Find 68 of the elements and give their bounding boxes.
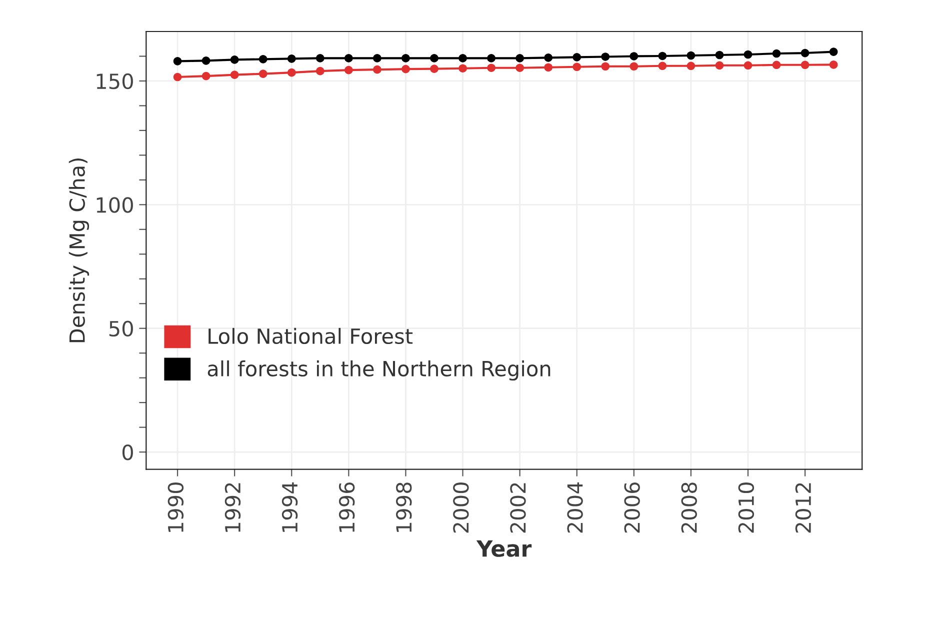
point [572, 53, 582, 62]
point [458, 64, 467, 73]
point [800, 60, 810, 70]
point [544, 63, 553, 72]
point [402, 64, 410, 74]
point [487, 64, 496, 72]
legend-label: all forests in the Northern Region [208, 360, 550, 381]
point [173, 72, 182, 82]
x-tick-label: 2012 [795, 483, 812, 533]
point [258, 55, 268, 64]
point [829, 48, 838, 56]
point [344, 66, 353, 74]
x-tick-label: 2000 [453, 482, 469, 533]
x-tick-label: 1992 [224, 483, 241, 532]
point [715, 61, 724, 70]
x-tick-label: 2010 [738, 482, 754, 533]
point [744, 50, 752, 59]
point [516, 64, 524, 72]
point [572, 62, 582, 72]
point [458, 54, 467, 62]
point [373, 65, 382, 74]
point [316, 54, 324, 62]
point [402, 54, 410, 62]
x-axis-title: Year [476, 540, 532, 557]
point [744, 61, 752, 70]
point [373, 54, 382, 62]
x-tick-label: 1990 [168, 482, 184, 532]
y-tick-label: 0 [122, 444, 133, 460]
point [658, 62, 667, 70]
point [601, 62, 610, 71]
point [772, 49, 781, 58]
point [258, 70, 268, 78]
y-tick-label: 150 [96, 73, 133, 90]
point [173, 57, 182, 66]
point [287, 68, 296, 77]
point [430, 54, 438, 62]
y-tick-label: 50 [109, 320, 133, 337]
point [544, 54, 553, 62]
point [287, 54, 296, 63]
x-tick-label: 2002 [510, 483, 526, 533]
point [800, 48, 810, 58]
point [230, 56, 239, 64]
y-axis-title: Density (Mg C/ha) [68, 158, 90, 342]
point [772, 60, 781, 70]
x-tick-label: 2006 [624, 482, 640, 533]
point [686, 51, 696, 60]
point [715, 50, 724, 60]
point [487, 54, 496, 62]
point [829, 60, 838, 69]
point [516, 54, 524, 62]
point [202, 56, 210, 65]
point [202, 72, 210, 80]
point [601, 52, 610, 61]
x-tick-label: 1998 [396, 482, 412, 532]
point [316, 66, 324, 76]
x-tick-label: 1994 [282, 482, 298, 532]
point [344, 54, 353, 62]
legend-label: Lolo National Forest [208, 328, 413, 344]
point [658, 52, 667, 60]
point [686, 62, 696, 70]
point [630, 62, 638, 71]
x-tick-label: 2008 [681, 482, 697, 533]
point [630, 52, 638, 60]
x-tick-label: 2004 [567, 482, 583, 533]
point [430, 64, 438, 74]
point [230, 70, 239, 79]
x-tick-label: 1996 [338, 482, 355, 532]
y-tick-label: 100 [96, 197, 133, 213]
